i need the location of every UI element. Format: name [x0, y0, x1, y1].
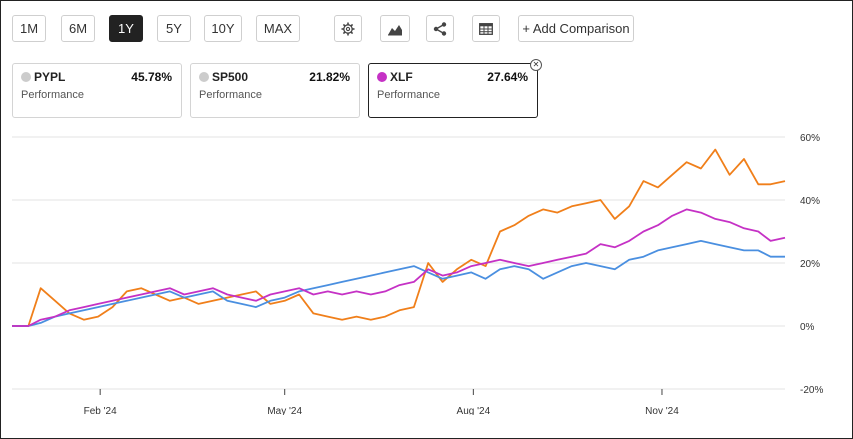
y-tick-label: -20%: [800, 385, 823, 396]
table-icon: [479, 22, 493, 35]
range-button-1y[interactable]: 1Y: [109, 15, 143, 42]
settings-button[interactable]: [334, 15, 362, 42]
share-button[interactable]: [426, 15, 454, 42]
comparison-card-sp500[interactable]: SP500 21.82% Performance: [190, 63, 360, 118]
series-line-sp500: [12, 240, 785, 327]
x-tick-label: May '24: [267, 406, 302, 415]
x-tick-label: Nov '24: [645, 406, 679, 415]
card-label: Performance: [199, 89, 262, 101]
close-icon[interactable]: ✕: [530, 59, 542, 71]
card-ticker: XLF: [390, 70, 413, 84]
series-color-dot: [21, 72, 31, 82]
y-tick-label: 60%: [800, 133, 820, 144]
card-performance-value: 45.78%: [131, 70, 172, 84]
series-color-dot: [377, 72, 387, 82]
y-tick-label: 0%: [800, 322, 815, 333]
comparison-card-pypl[interactable]: PYPL 45.78% Performance: [12, 63, 182, 118]
chart-type-button[interactable]: [380, 15, 410, 42]
range-button-1m[interactable]: 1M: [12, 15, 46, 42]
chart-grid: [12, 136, 785, 390]
performance-chart: 60% 40% 20% 0% -20% Feb '24 May '24 Aug '24 Nov…: [12, 133, 823, 415]
x-axis: Feb '24 May '24 Aug '24 Nov '24: [84, 389, 679, 415]
card-performance-value: 27.64%: [487, 70, 528, 84]
y-tick-label: 20%: [800, 259, 820, 270]
comparison-card-xlf[interactable]: XLF 27.64% Performance ✕: [368, 59, 542, 118]
card-label: Performance: [21, 89, 84, 101]
chart-series: [12, 148, 786, 327]
x-tick-label: Feb '24: [84, 406, 117, 415]
range-button-5y[interactable]: 5Y: [157, 15, 191, 42]
add-comparison-button[interactable]: + Add Comparison: [518, 15, 634, 42]
series-color-dot: [199, 72, 209, 82]
mountain-chart-icon: [388, 24, 402, 35]
card-ticker: SP500: [212, 70, 249, 84]
gear-icon: [341, 22, 355, 35]
range-button-6m[interactable]: 6M: [61, 15, 95, 42]
range-button-max[interactable]: MAX: [256, 15, 300, 42]
series-line-xlf: [12, 208, 786, 327]
y-tick-label: 40%: [800, 196, 820, 207]
range-button-10y[interactable]: 10Y: [204, 15, 242, 42]
card-performance-value: 21.82%: [309, 70, 350, 84]
series-line-pypl: [12, 148, 786, 327]
share-icon: [433, 21, 447, 36]
card-ticker: PYPL: [34, 70, 66, 84]
x-tick-label: Aug '24: [457, 406, 491, 415]
y-axis: 60% 40% 20% 0% -20%: [800, 133, 823, 396]
card-label: Performance: [377, 89, 440, 101]
table-view-button[interactable]: [472, 15, 500, 42]
